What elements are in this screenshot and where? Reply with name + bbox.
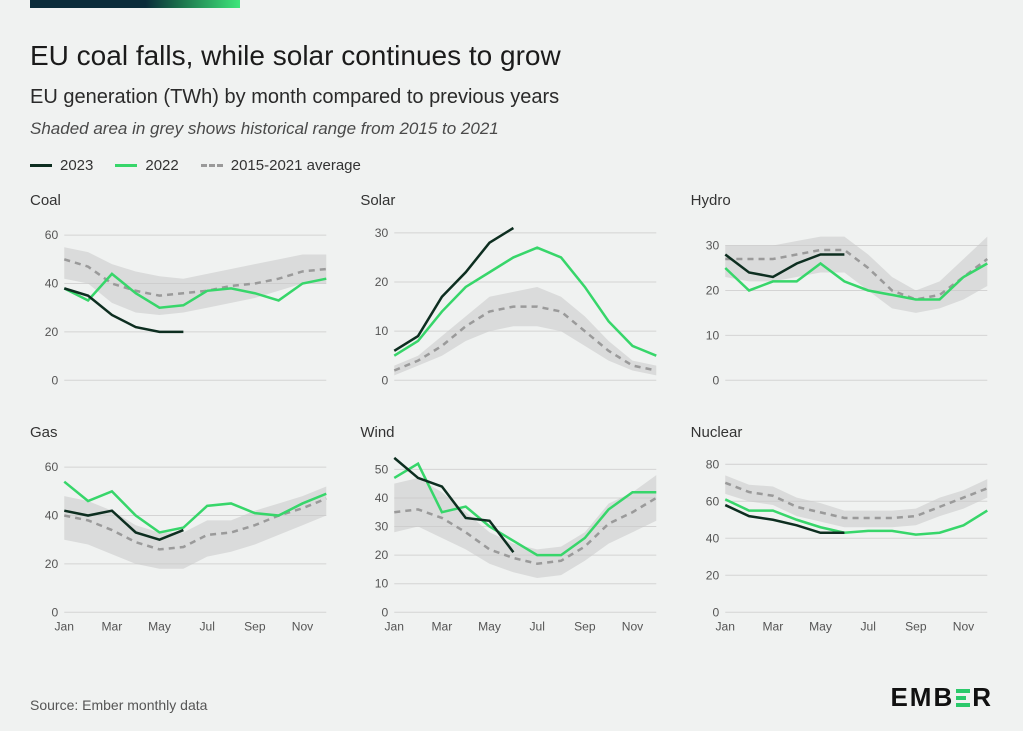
legend-label-avg: 2015-2021 average (231, 157, 361, 174)
svg-text:Jan: Jan (715, 620, 734, 634)
svg-text:30: 30 (375, 226, 389, 240)
svg-text:40: 40 (45, 277, 59, 291)
svg-text:10: 10 (375, 577, 389, 591)
svg-text:0: 0 (51, 373, 58, 387)
panel-svg: 0 10 20 30 40 50 Jan Mar May Jul Sep Nov (360, 447, 662, 638)
svg-text:50: 50 (375, 463, 389, 477)
logo-text-r: R (972, 682, 993, 713)
svg-text:Nov: Nov (622, 620, 643, 634)
legend-item-2022: 2022 (115, 157, 178, 174)
svg-text:20: 20 (375, 549, 389, 563)
svg-text:10: 10 (705, 328, 719, 342)
svg-text:Mar: Mar (432, 620, 453, 634)
svg-text:Sep: Sep (905, 620, 927, 634)
panel-svg: 0 10 20 30 (360, 215, 662, 406)
historical-band (64, 487, 326, 569)
historical-band (64, 247, 326, 315)
logo-text-emb: EMB (890, 682, 954, 713)
panel-nuclear: Nuclear 0 20 40 60 80 Jan Mar May Jul Sep Nov (691, 424, 993, 638)
svg-text:20: 20 (705, 569, 719, 583)
svg-text:0: 0 (382, 373, 389, 387)
svg-text:May: May (148, 620, 172, 634)
svg-text:60: 60 (45, 461, 59, 475)
legend-item-avg: 2015-2021 average (201, 157, 361, 174)
svg-text:May: May (809, 620, 833, 634)
source-text: Source: Ember monthly data (30, 697, 207, 713)
panel-coal: Coal 0 20 40 60 (30, 192, 332, 406)
svg-text:Jan: Jan (385, 620, 404, 634)
svg-text:Sep: Sep (244, 620, 266, 634)
panel-svg: 0 20 40 60 Jan Mar May Jul Sep Nov (30, 447, 332, 638)
svg-text:Jul: Jul (199, 620, 214, 634)
legend-swatch-2023 (30, 164, 52, 167)
panel-solar: Solar 0 10 20 30 (360, 192, 662, 406)
panel-title: Gas (30, 424, 332, 441)
svg-text:80: 80 (705, 458, 719, 472)
svg-text:Nov: Nov (292, 620, 313, 634)
panel-gas: Gas 0 20 40 60 Jan Mar May Jul Sep Nov (30, 424, 332, 638)
panel-title: Coal (30, 192, 332, 209)
logo-bars-icon (956, 689, 970, 707)
panel-hydro: Hydro 0 10 20 30 (691, 192, 993, 406)
svg-text:40: 40 (705, 532, 719, 546)
top-accent-bar (30, 0, 240, 8)
svg-text:40: 40 (375, 491, 389, 505)
panel-svg: 0 10 20 30 (691, 215, 993, 406)
svg-text:20: 20 (375, 275, 389, 289)
svg-text:30: 30 (375, 520, 389, 534)
legend: 2023 2022 2015-2021 average (30, 157, 993, 174)
panel-wind: Wind 0 10 20 30 40 50 Jan Mar May Jul Sep Nov (360, 424, 662, 638)
svg-text:Mar: Mar (101, 620, 122, 634)
svg-text:10: 10 (375, 324, 389, 338)
svg-text:0: 0 (712, 606, 719, 620)
svg-text:60: 60 (705, 495, 719, 509)
panel-svg: 0 20 40 60 (30, 215, 332, 406)
legend-swatch-2022 (115, 164, 137, 167)
chart-note: Shaded area in grey shows historical ran… (30, 119, 993, 139)
legend-item-2023: 2023 (30, 157, 93, 174)
svg-text:Mar: Mar (762, 620, 783, 634)
svg-text:May: May (478, 620, 502, 634)
svg-text:0: 0 (712, 373, 719, 387)
legend-label-2022: 2022 (145, 157, 178, 174)
panel-svg: 0 20 40 60 80 Jan Mar May Jul Sep Nov (691, 447, 993, 638)
panel-title: Wind (360, 424, 662, 441)
legend-label-2023: 2023 (60, 157, 93, 174)
svg-text:30: 30 (705, 239, 719, 253)
svg-text:Jan: Jan (55, 620, 74, 634)
svg-text:Sep: Sep (574, 620, 596, 634)
chart-grid: Coal 0 20 40 60 Solar 0 10 20 30 Hydro 0 10 20 30 Gas 0 2… (30, 192, 993, 632)
legend-swatch-avg (201, 164, 223, 167)
panel-title: Hydro (691, 192, 993, 209)
svg-text:20: 20 (45, 325, 59, 339)
svg-text:60: 60 (45, 228, 59, 242)
ember-logo: EMB R (890, 682, 993, 713)
svg-text:0: 0 (51, 606, 58, 620)
chart-subtitle: EU generation (TWh) by month compared to… (30, 86, 993, 109)
svg-text:Jul: Jul (860, 620, 875, 634)
svg-text:Jul: Jul (530, 620, 545, 634)
svg-text:0: 0 (382, 606, 389, 620)
chart-title: EU coal falls, while solar continues to … (30, 40, 993, 72)
svg-text:20: 20 (705, 283, 719, 297)
panel-title: Solar (360, 192, 662, 209)
svg-text:40: 40 (45, 509, 59, 523)
panel-title: Nuclear (691, 424, 993, 441)
footer: Source: Ember monthly data EMB R (30, 682, 993, 713)
svg-text:Nov: Nov (952, 620, 973, 634)
svg-text:20: 20 (45, 557, 59, 571)
